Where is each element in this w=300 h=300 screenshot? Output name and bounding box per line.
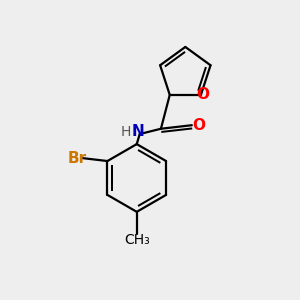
Text: N: N: [132, 124, 145, 139]
Text: O: O: [196, 87, 209, 102]
Text: Br: Br: [68, 151, 87, 166]
Text: O: O: [192, 118, 205, 133]
Text: CH₃: CH₃: [124, 233, 150, 247]
Text: H: H: [120, 125, 131, 139]
